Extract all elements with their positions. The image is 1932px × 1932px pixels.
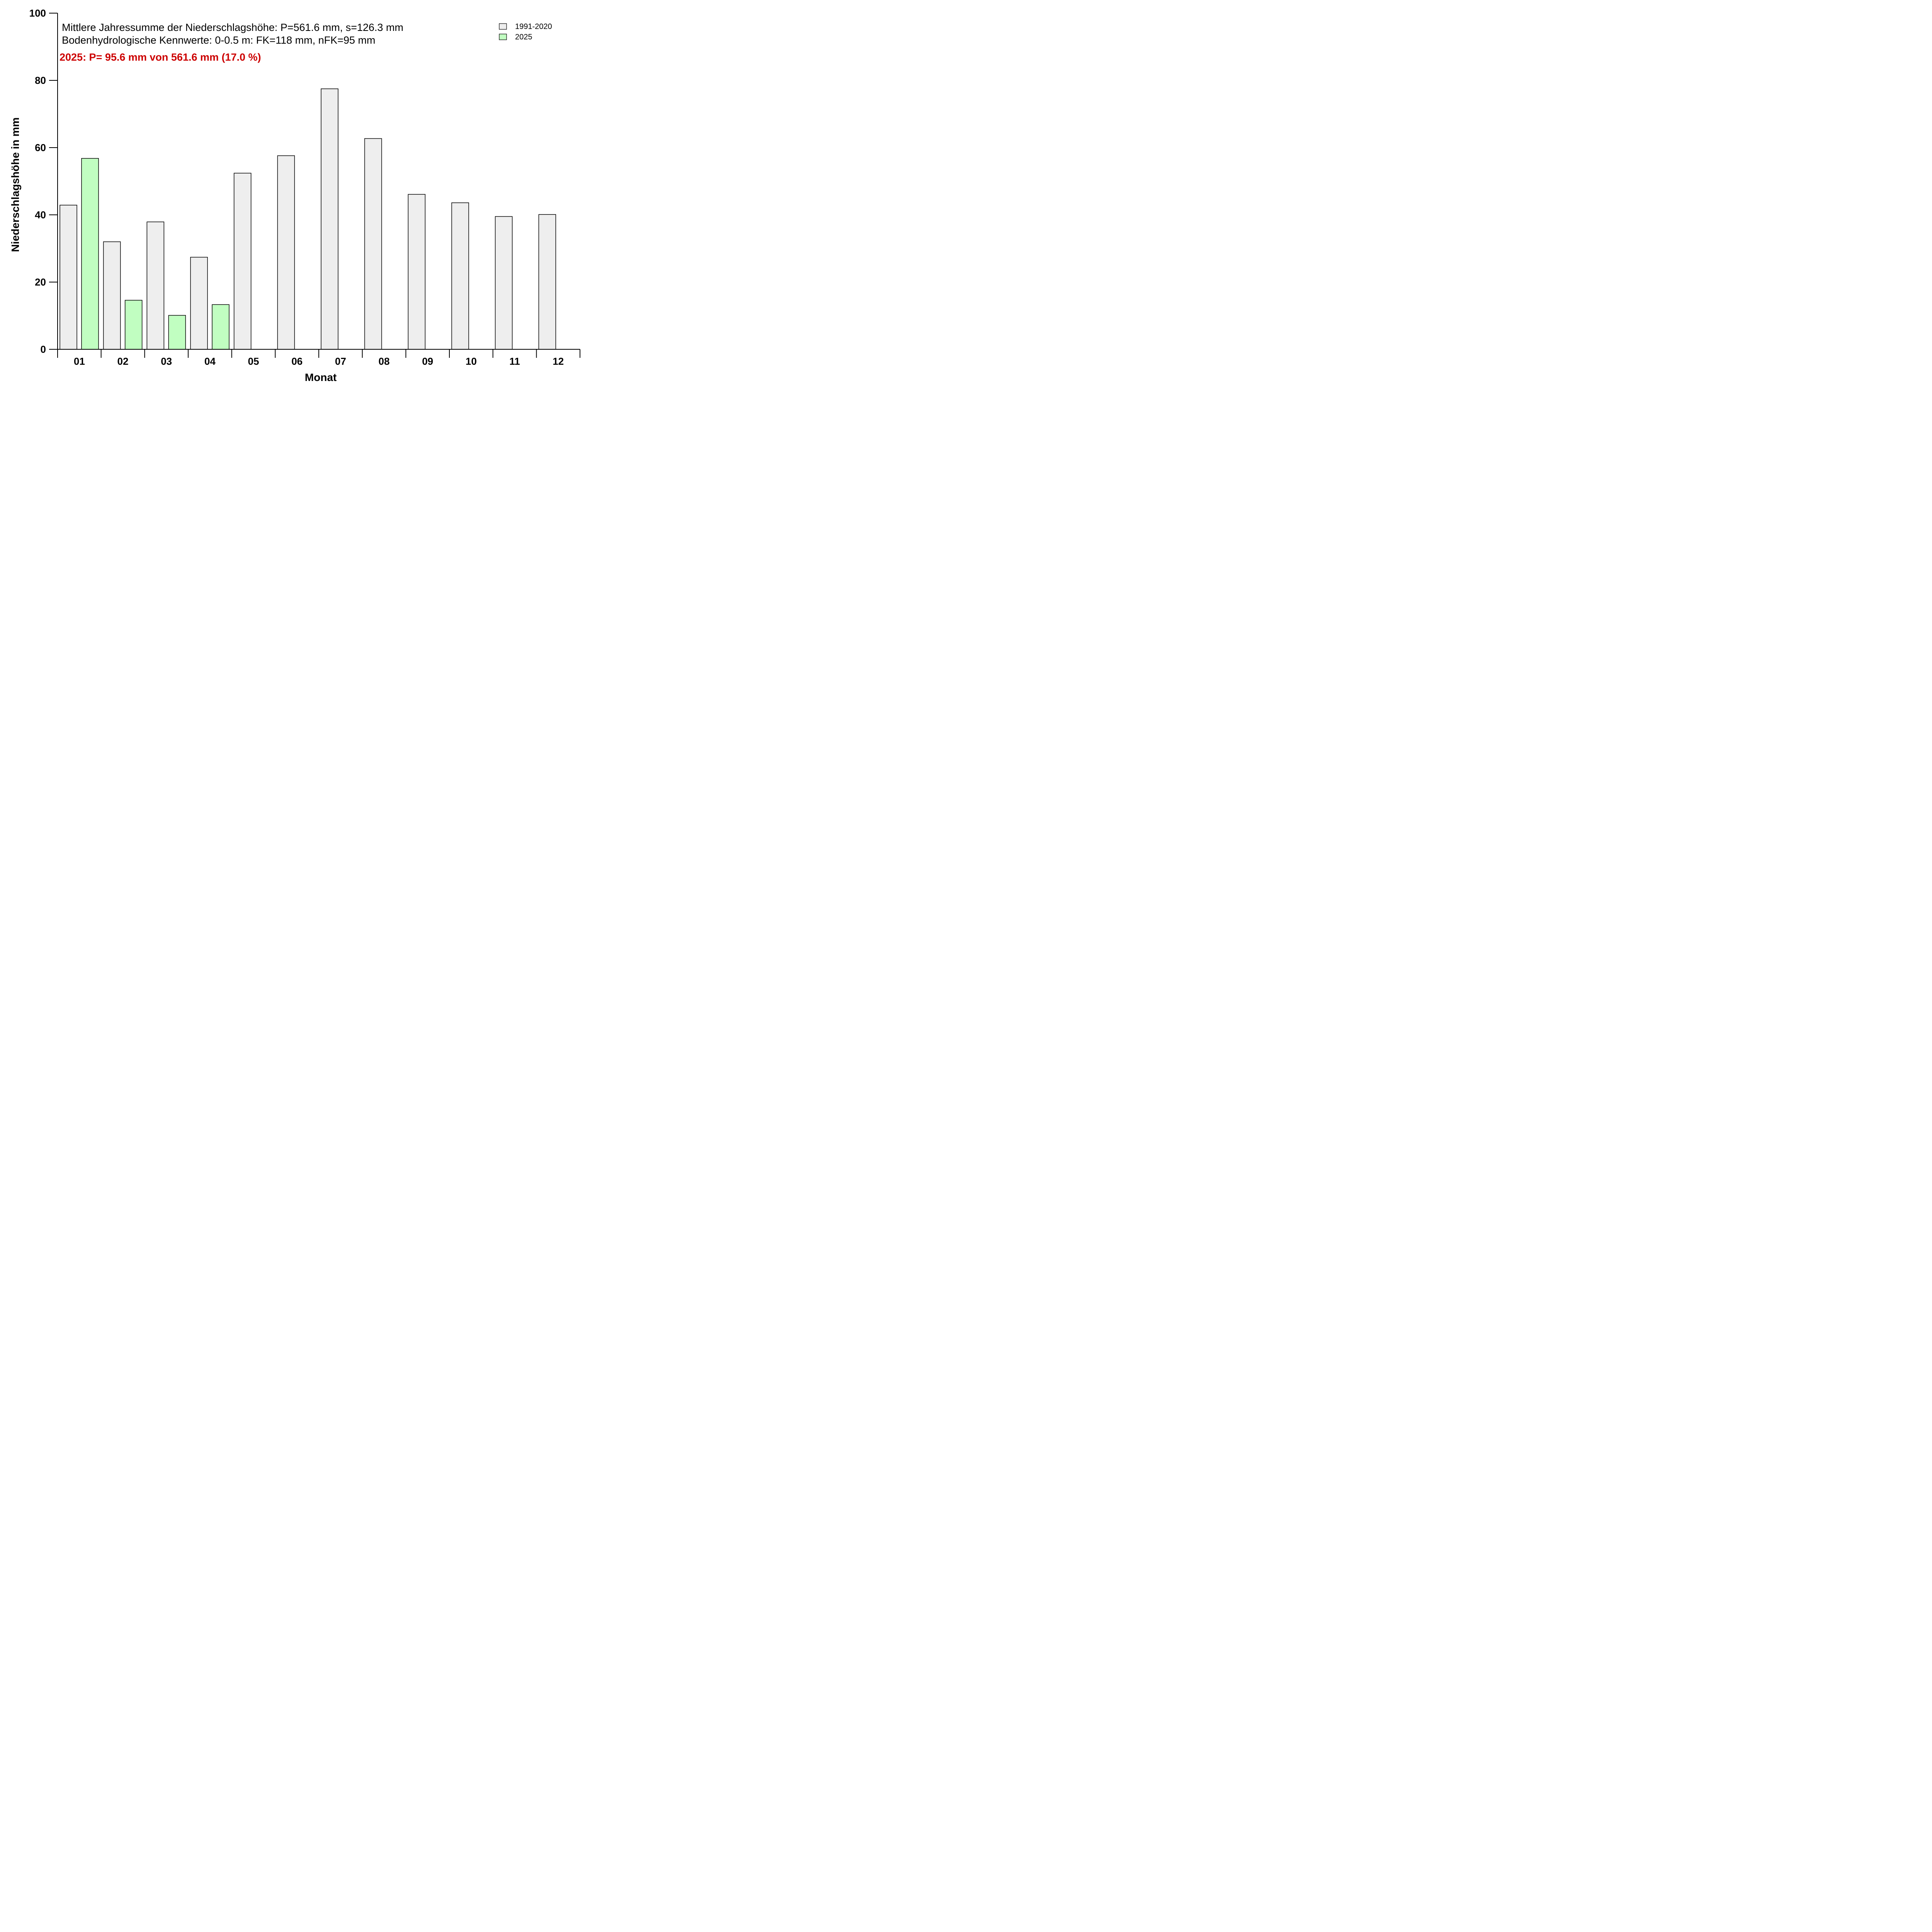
bar-reference-09 [408, 194, 426, 350]
x-tick-label: 06 [291, 355, 303, 367]
y-tick-label: 80 [35, 75, 46, 86]
legend-label: 2025 [515, 33, 532, 41]
year-2025-summary-text: 2025: P= 95.6 mm von 561.6 mm (17.0 %) [60, 51, 261, 63]
bar-reference-10 [451, 202, 469, 350]
bar-current-01 [81, 158, 99, 350]
x-tick-label: 05 [248, 355, 259, 367]
bar-current-03 [168, 315, 186, 350]
y-tick-label: 20 [35, 276, 46, 288]
x-tick-label: 03 [161, 355, 172, 367]
x-axis-title: Monat [305, 371, 337, 383]
x-tick-label: 11 [509, 355, 520, 367]
y-tick-label: 100 [29, 7, 46, 19]
soil-parameters-text: Bodenhydrologische Kennwerte: 0-0.5 m: F… [62, 34, 375, 46]
bar-reference-06 [277, 155, 295, 350]
bar-current-04 [212, 304, 230, 350]
bar-reference-07 [321, 88, 338, 350]
annual-mean-text: Mittlere Jahressumme der Niederschlagshö… [62, 22, 403, 33]
bar-reference-01 [60, 205, 77, 350]
y-tick-label: 40 [35, 209, 46, 221]
legend-swatch [499, 34, 507, 40]
x-tick-label: 02 [117, 355, 129, 367]
y-tick-labels: 0 20 40 60 80 100 [29, 7, 46, 355]
bar-reference-02 [103, 241, 121, 350]
x-tick-label: 04 [204, 355, 216, 367]
x-tick-label: 07 [335, 355, 346, 367]
bar-reference-11 [495, 216, 513, 350]
x-tick-label: 09 [422, 355, 433, 367]
bar-current-02 [124, 300, 143, 350]
x-tick-labels: 01 02 03 04 05 06 07 08 09 10 11 12 [74, 355, 564, 367]
bar-reference-05 [233, 173, 252, 350]
bars [60, 88, 556, 350]
precipitation-bar-chart: 0 20 40 60 80 100 01 02 03 04 05 06 07 08 09 10 11 12 Ni… [9, 7, 580, 383]
y-axis-title: Niederschlagshöhe in mm [9, 117, 21, 252]
x-tick-label: 01 [74, 355, 85, 367]
y-tick-label: 60 [35, 142, 46, 153]
x-tick-label: 12 [553, 355, 564, 367]
legend-label: 1991-2020 [515, 22, 552, 31]
bar-reference-04 [190, 257, 208, 350]
bar-reference-03 [146, 221, 165, 350]
legend-swatch [499, 23, 507, 30]
bar-reference-08 [364, 138, 382, 350]
x-tick-label: 10 [466, 355, 477, 367]
axes [49, 13, 580, 358]
y-tick-label: 0 [41, 344, 46, 355]
x-tick-label: 08 [379, 355, 390, 367]
legend: 1991-2020 2025 [499, 22, 552, 41]
bar-reference-12 [538, 214, 556, 350]
